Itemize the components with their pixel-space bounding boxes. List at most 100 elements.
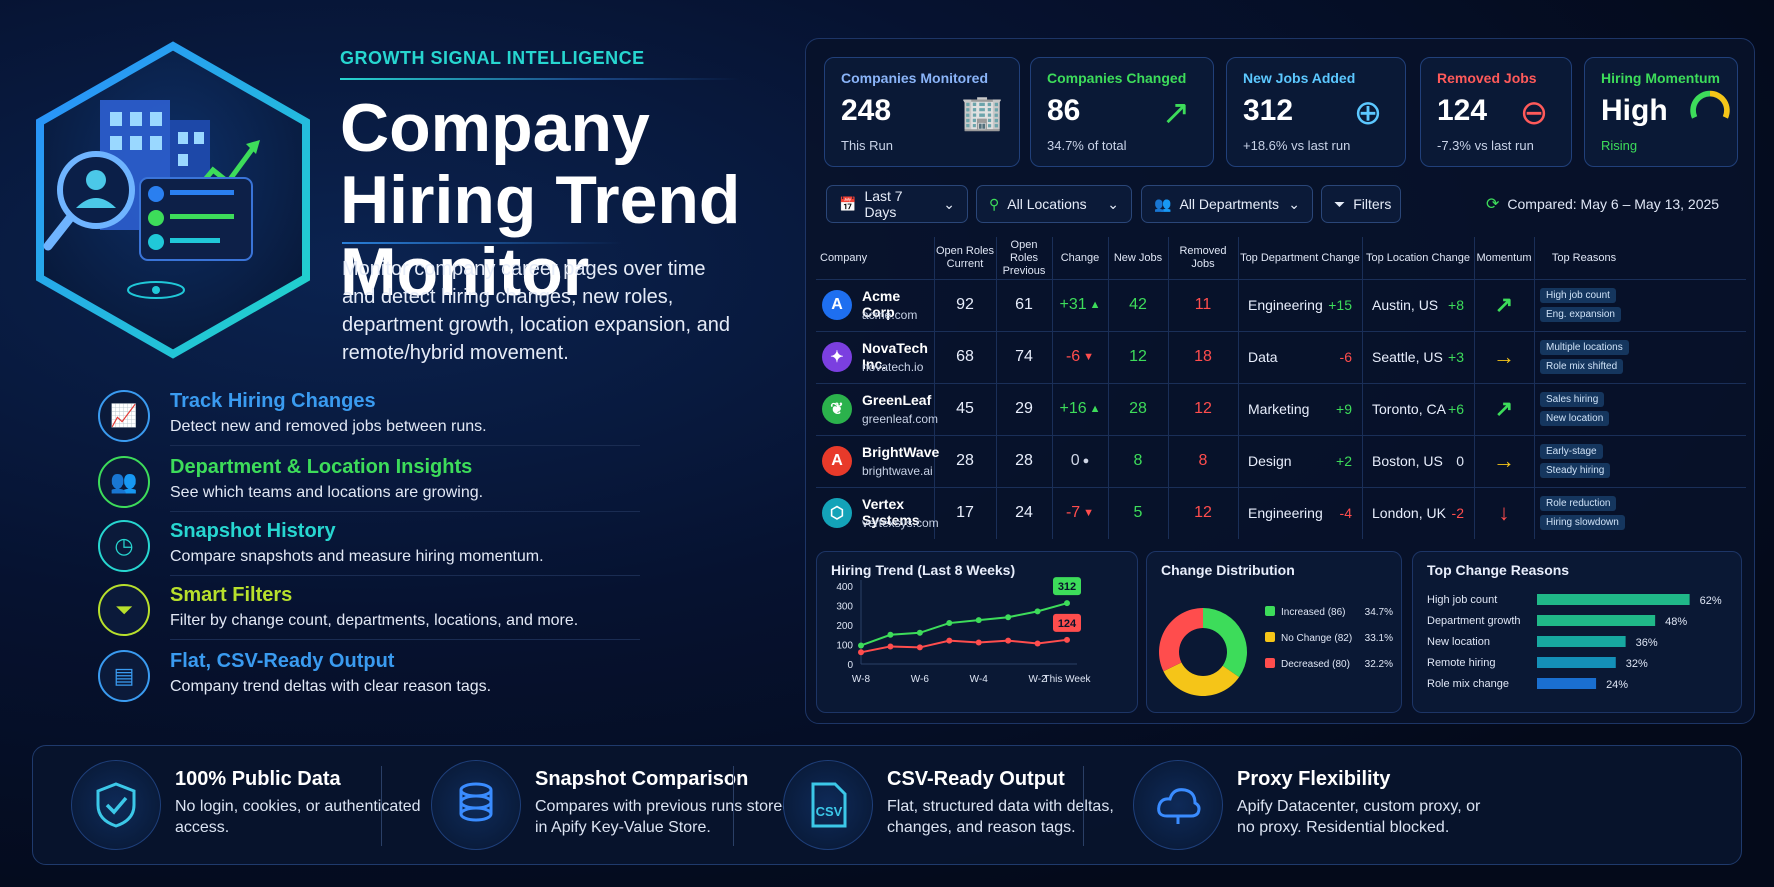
company-domain: vertexsys.com [862,516,939,530]
change-value: +31 [1059,296,1087,313]
dept-delta: +9 [1336,401,1352,417]
kpi-label: Hiring Momentum [1601,70,1720,86]
reason-tag: Steady hiring [1540,463,1611,478]
dept-cell: Marketing +9 [1238,384,1362,434]
data-point [1005,637,1012,644]
location-cell: London, UK -2 [1362,488,1474,538]
column-header[interactable]: New Jobs [1113,251,1163,264]
column-header[interactable]: Change [1060,251,1100,264]
bottom-feature: 100% Public Data No login, cookies, or au… [33,746,443,866]
divider [170,445,640,446]
table-row[interactable]: ❦ GreenLeaf greenleaf.com 45 29 +16 ▲ 28 12 Marke… [816,383,1746,433]
x-tick-label: This Week [1043,674,1091,685]
location-delta: +3 [1448,349,1464,365]
arrow-down-icon: ▼ [1083,351,1095,363]
feature-title: Snapshot History [170,520,336,542]
table-row[interactable]: A Acme Corp acme.com 92 61 +31 ▲ 42 11 Engineerin… [816,279,1746,329]
bar [1537,657,1616,668]
bottom-feature-title: Snapshot Comparison [535,768,749,790]
change-value: -7 [1065,504,1081,521]
y-tick-label: 100 [836,641,853,652]
date-range-label: Last 7 Days [864,188,903,220]
location-delta: +6 [1448,401,1464,417]
location-name: Austin, US [1372,297,1439,313]
gauge-icon [1690,90,1730,119]
column-header[interactable]: Top Location Change [1366,251,1470,264]
end-value-badge [1053,577,1081,596]
column-divider [1362,237,1363,539]
bar-value-label: 62% [1700,595,1722,607]
kpi-card: Companies Changed 86 34.7% of total ↗ [1030,57,1214,167]
x-tick-label: W-4 [970,674,989,685]
legend-value: 34.7% [1365,607,1393,618]
bar-value-label: 24% [1606,679,1628,691]
current-cell: 68 [956,348,974,365]
end-value-label: 312 [1058,581,1076,593]
y-tick-label: 300 [836,602,853,613]
momentum-icon: → [1493,448,1515,473]
column-divider [934,237,935,539]
reason-tag: Eng. expansion [1540,307,1621,322]
momentum-icon: ↗ [1494,292,1514,317]
x-tick-label: W-6 [911,674,930,685]
kpi-card: Companies Monitored 248 This Run 🏢 [824,57,1020,167]
column-header[interactable]: Top Reasons [1551,251,1617,264]
column-header[interactable]: Top Department Change [1240,251,1360,264]
bottom-feature-bar: 100% Public Data No login, cookies, or au… [32,745,1742,865]
filters-button[interactable]: ⏷ Filters [1321,185,1401,223]
current-cell: 45 [956,400,974,417]
reason-tag: Sales hiring [1540,392,1605,407]
location-name: Seattle, US [1372,349,1443,365]
reasons-cell: Sales hiring New location [1540,384,1640,434]
column-header[interactable]: Removed Jobs [1179,245,1227,270]
y-tick-label: 400 [836,582,853,593]
column-header[interactable]: Open Roles Current [935,245,995,270]
table-row[interactable]: ✦ NovaTech Inc. novatech.io 68 74 -6 ▼ 12 18 Data… [816,331,1746,381]
table-row[interactable]: ⬡ Vertex Systems vertexsys.com 17 24 -7 ▼ 5 12 En… [816,487,1746,537]
kpi-label: New Jobs Added [1243,70,1356,86]
column-header[interactable]: Open Roles Previous [1002,238,1046,277]
bar-chart: High job count 62% Department growth 48% New… [1427,594,1722,691]
feature-item: ▤ Flat, CSV-Ready Output Company trend del… [98,648,698,710]
current-cell: 17 [956,504,974,521]
previous-cell: 29 [1015,400,1033,417]
bar-value-label: 48% [1665,616,1687,628]
x-tick-label: W-2 [1028,674,1047,685]
kpi-value: 248 [841,94,892,127]
data-point [946,637,953,644]
location-cell: Seattle, US +3 [1362,332,1474,382]
data-point [975,639,982,646]
column-divider [1052,237,1053,539]
reason-tag: Role reduction [1540,496,1617,511]
divider [733,766,734,846]
kpi-subtext: 34.7% of total [1047,138,1127,153]
building-search-icon [36,41,310,359]
date-range-dropdown[interactable]: 📅 Last 7 Days ⌄ [826,185,968,223]
kpi-value: 124 [1437,94,1488,127]
column-header[interactable]: Company [820,251,868,264]
dept-delta: +15 [1328,297,1352,313]
kpi-label: Removed Jobs [1437,70,1537,86]
reason-tag: Role mix shifted [1540,359,1624,374]
column-header[interactable]: Momentum [1476,251,1532,264]
funnel-icon: ⏷ [1334,195,1346,212]
location-delta: +8 [1448,297,1464,313]
donut-slice [1163,662,1240,696]
divider [340,78,740,80]
new-cell: 42 [1129,296,1147,313]
divider [170,511,640,512]
clock-icon: ◷ [98,520,150,572]
kpi-subtext: Rising [1601,138,1638,153]
location-dropdown[interactable]: ⚲ All Locations ⌄ [976,185,1132,223]
company-name: BrightWave [862,444,940,460]
feature-title: Department & Location Insights [170,456,473,478]
legend-swatch [1265,632,1275,642]
change-cell: -7 ▼ [1052,488,1108,538]
department-dropdown[interactable]: 👥 All Departments ⌄ [1141,185,1313,223]
trend-chart-icon: 📈 [98,390,150,442]
company-domain: brightwave.ai [862,464,933,478]
change-cell: 0 ● [1052,436,1108,486]
divider [381,766,382,846]
table-row[interactable]: A BrightWave brightwave.ai 28 28 0 ● 8 8 Design +2… [816,435,1746,485]
end-value-label: 124 [1058,618,1077,630]
